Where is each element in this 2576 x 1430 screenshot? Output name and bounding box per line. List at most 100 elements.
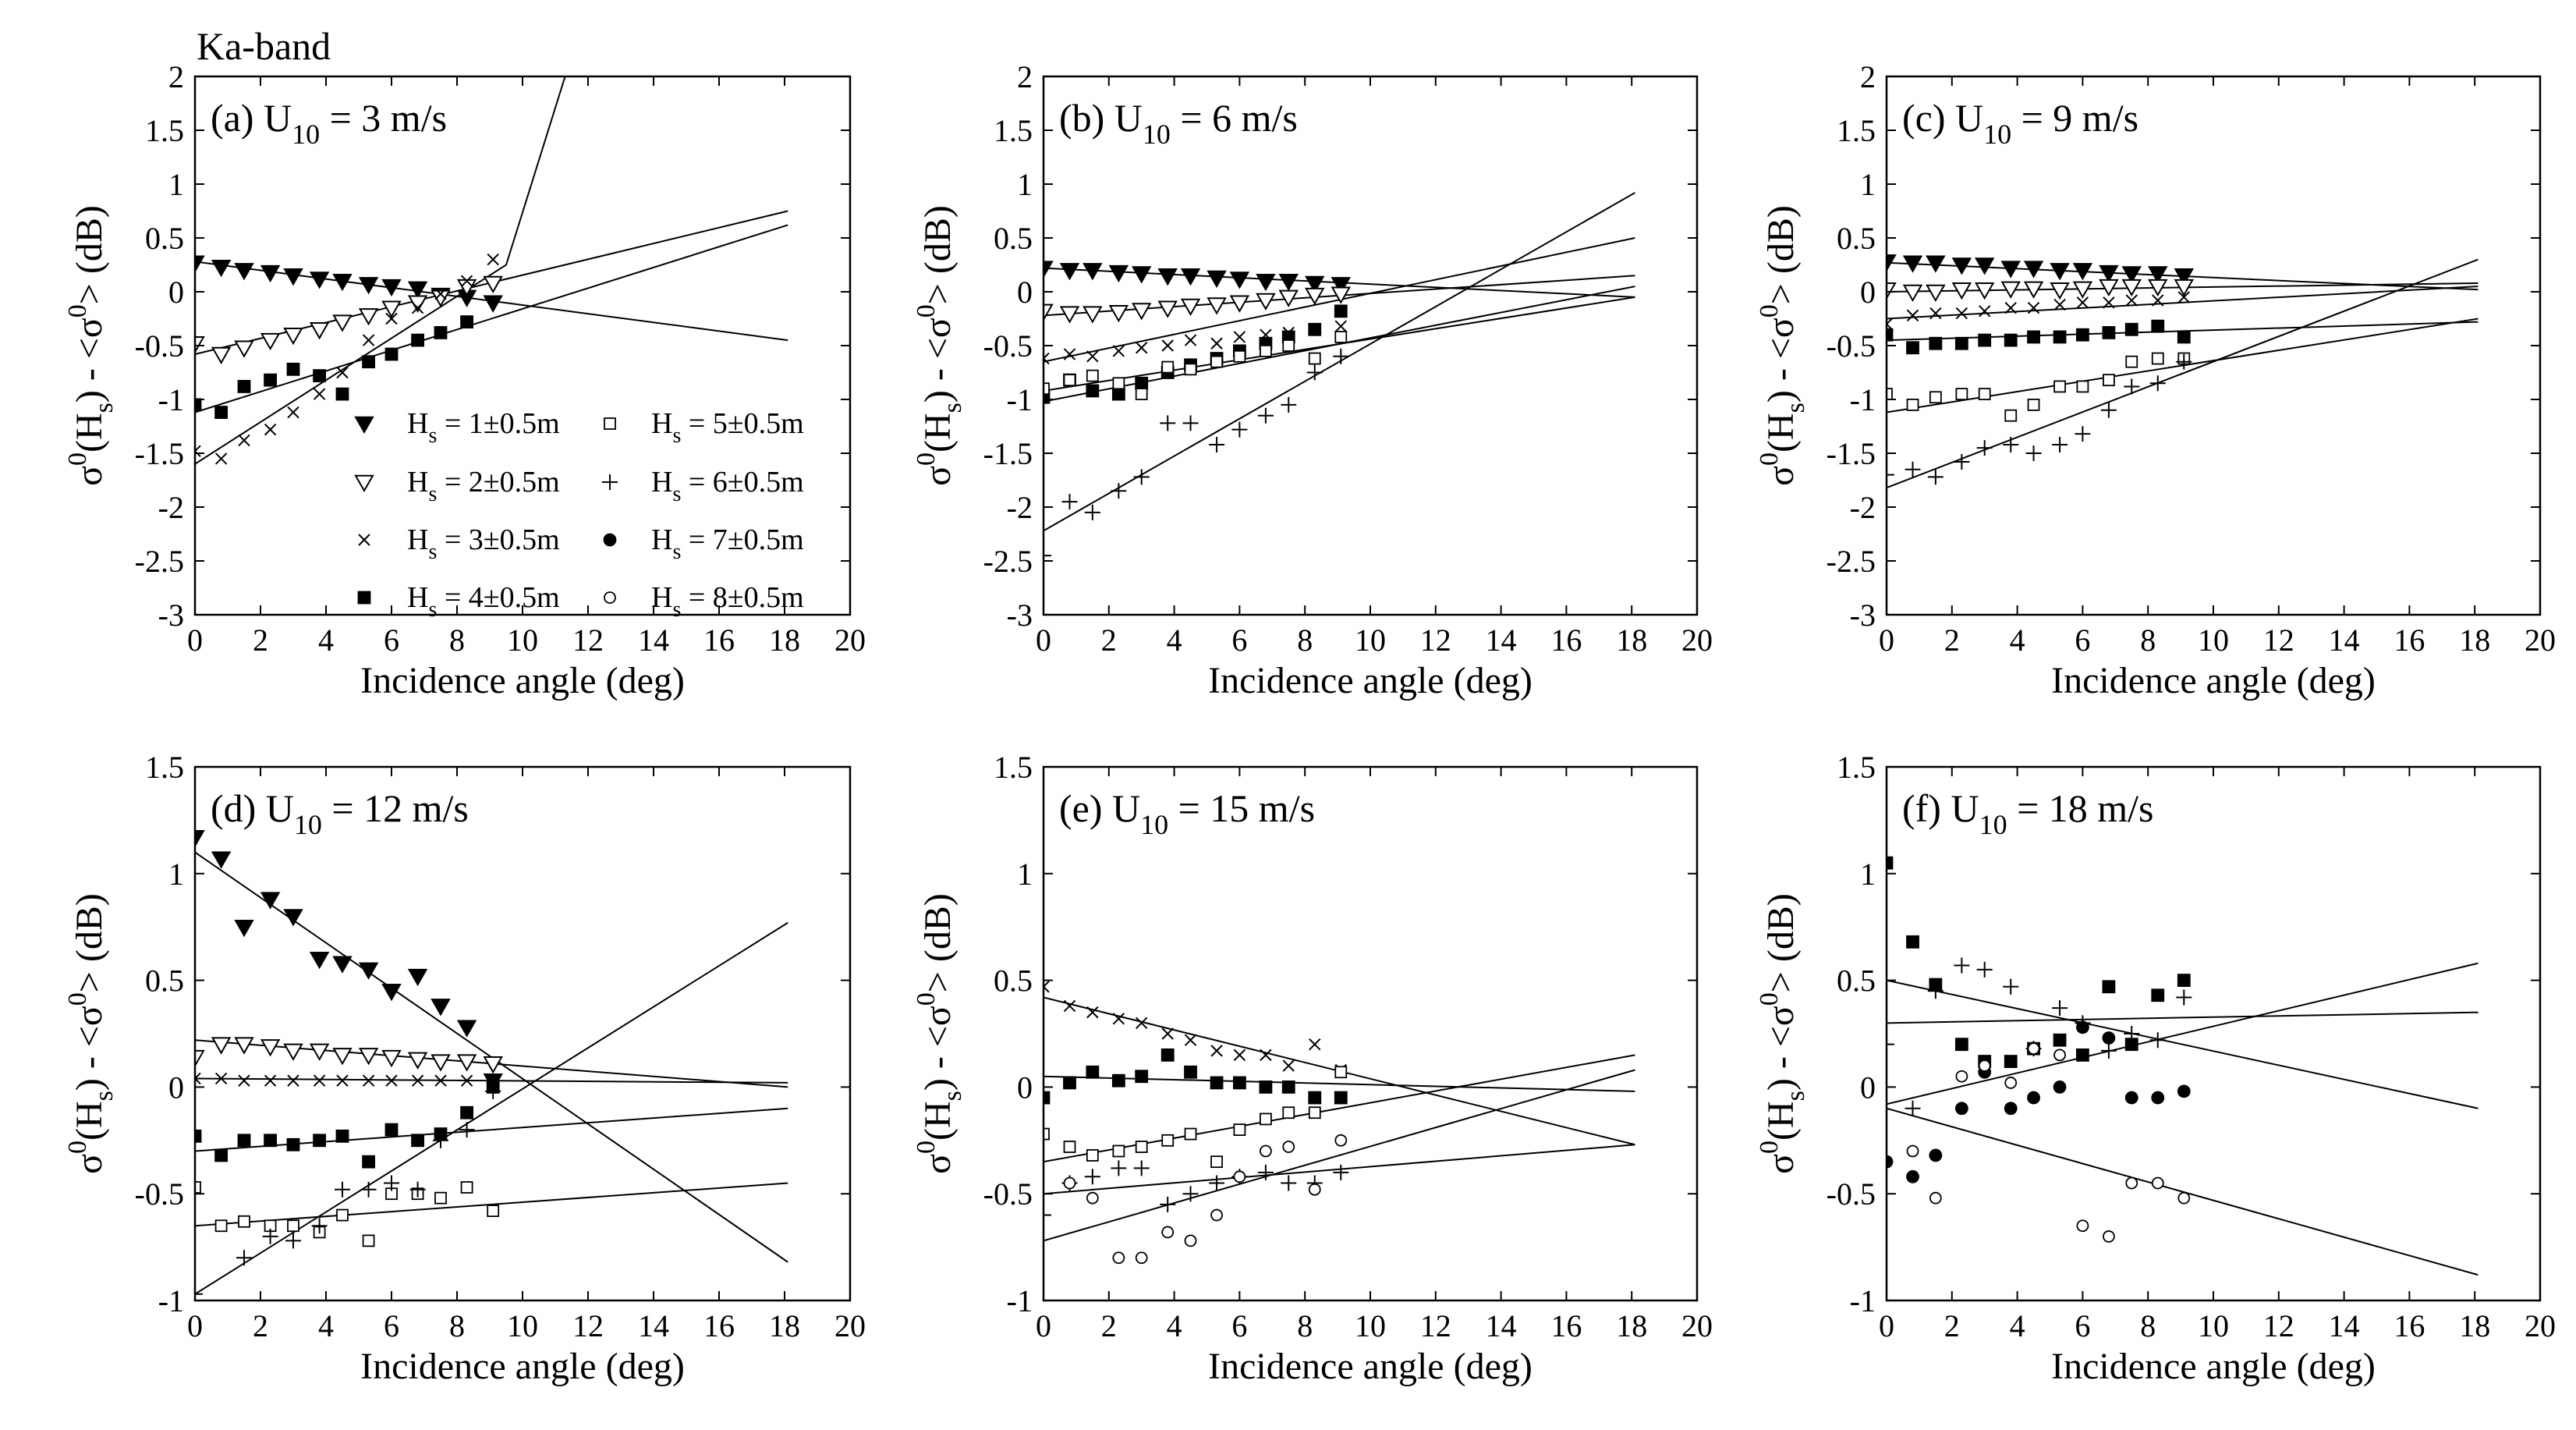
x-tick-label: 8 bbox=[1297, 1308, 1313, 1343]
data-point bbox=[1209, 436, 1225, 452]
data-point bbox=[234, 340, 254, 358]
data-point bbox=[2103, 374, 2115, 387]
data-point bbox=[1157, 300, 1178, 318]
data-point bbox=[332, 1048, 353, 1066]
y-tick-label: -2 bbox=[1007, 490, 1033, 525]
data-point bbox=[1084, 504, 1100, 520]
y-tick-label: 1 bbox=[168, 167, 184, 202]
data-point bbox=[1929, 1148, 1943, 1162]
data-point bbox=[2004, 1102, 2018, 1116]
data-point bbox=[1161, 1134, 1175, 1147]
data-point bbox=[1207, 270, 1227, 289]
data-point bbox=[1086, 384, 1100, 398]
data-point bbox=[1229, 295, 1250, 313]
data-point bbox=[1306, 364, 1323, 381]
data-point bbox=[2124, 378, 2140, 395]
x-tick-label: 16 bbox=[703, 1308, 735, 1343]
data-point bbox=[195, 1072, 201, 1085]
data-point bbox=[2053, 380, 2066, 393]
data-point bbox=[1257, 1164, 1274, 1180]
data-point bbox=[264, 1134, 278, 1148]
data-point bbox=[1112, 1013, 1125, 1025]
y-tick-label: -3 bbox=[1850, 598, 1876, 633]
data-point bbox=[1334, 1091, 1348, 1105]
data-point bbox=[2000, 281, 2021, 299]
data-point bbox=[214, 1148, 229, 1162]
data-point bbox=[1308, 352, 1321, 365]
y-tick-label: 0.5 bbox=[145, 221, 184, 256]
data-point bbox=[460, 1105, 473, 1120]
data-point bbox=[1955, 1070, 1968, 1083]
data-point bbox=[237, 380, 251, 393]
y-tick-label: 1 bbox=[1017, 857, 1033, 892]
data-point bbox=[411, 1074, 424, 1087]
data-point bbox=[1233, 350, 1246, 363]
data-point bbox=[195, 255, 205, 273]
x-tick-label: 18 bbox=[2459, 1308, 2490, 1343]
legend-entry: Hs = 5±0.5m bbox=[604, 407, 804, 448]
data-point bbox=[2076, 380, 2089, 393]
data-point bbox=[362, 1155, 376, 1169]
legend-label: Hs = 7±0.5m bbox=[651, 523, 804, 564]
data-point bbox=[195, 445, 201, 457]
data-point bbox=[1887, 282, 1897, 300]
data-point bbox=[2053, 1049, 2066, 1062]
data-point bbox=[311, 1218, 328, 1234]
data-point bbox=[2075, 1020, 2089, 1034]
data-point bbox=[1976, 440, 1993, 456]
x-tick-label: 18 bbox=[769, 1308, 800, 1343]
data-point bbox=[483, 1056, 503, 1074]
y-tick-label: -2 bbox=[1850, 490, 1876, 525]
data-point bbox=[2023, 281, 2044, 299]
y-tick-label: 0 bbox=[168, 275, 184, 310]
x-tick-label: 20 bbox=[834, 623, 866, 658]
data-point bbox=[283, 1043, 303, 1061]
data-point bbox=[1135, 376, 1149, 390]
x-tick-label: 16 bbox=[703, 623, 735, 658]
data-point bbox=[431, 1054, 451, 1072]
y-axis-label: σ0(Hs) - <σ0> (dB) bbox=[1755, 893, 1810, 1174]
data-point bbox=[1334, 304, 1348, 318]
y-tick-label: -1 bbox=[1007, 382, 1033, 417]
panel-title: (f) U10 = 18 m/s bbox=[1902, 786, 2154, 840]
data-point bbox=[1084, 1169, 1100, 1185]
data-point bbox=[409, 1181, 426, 1198]
data-point bbox=[195, 1181, 201, 1194]
data-point bbox=[195, 398, 202, 412]
legend-label: Hs = 6±0.5m bbox=[651, 466, 804, 506]
x-tick-label: 12 bbox=[2263, 623, 2294, 658]
data-point bbox=[1210, 1076, 1224, 1090]
x-tick-label: 2 bbox=[253, 1308, 268, 1343]
data-point bbox=[2072, 263, 2093, 281]
data-point bbox=[1160, 1196, 1176, 1212]
x-tick-label: 16 bbox=[1550, 1308, 1582, 1343]
data-point bbox=[1929, 336, 1943, 350]
y-tick-label: 2 bbox=[1017, 59, 1033, 94]
y-axis-label: σ0(Hs) - <σ0> (dB) bbox=[912, 205, 967, 486]
data-point bbox=[385, 312, 398, 325]
data-point bbox=[1161, 1027, 1174, 1040]
y-tick-label: -2 bbox=[158, 490, 184, 525]
x-tick-label: 0 bbox=[1036, 1308, 1051, 1343]
y-tick-label: 1 bbox=[1860, 857, 1876, 892]
fit-lines bbox=[195, 851, 788, 1295]
data-point bbox=[1180, 268, 1201, 286]
data-point bbox=[2149, 375, 2166, 392]
data-point bbox=[238, 434, 250, 447]
y-tick-label: -2.5 bbox=[983, 544, 1033, 579]
fit-line bbox=[1044, 1075, 1635, 1092]
data-point bbox=[286, 1137, 300, 1151]
data-point bbox=[283, 327, 303, 346]
data-point bbox=[407, 968, 428, 987]
legend-marker bbox=[357, 591, 371, 605]
data-point bbox=[2121, 266, 2142, 284]
y-tick-label: -0.5 bbox=[1827, 328, 1876, 364]
data-point bbox=[1135, 1017, 1148, 1030]
data-point bbox=[1906, 1144, 1919, 1158]
chart-panel: 0 2 4 6 8 10 12 14 16 18 20 -1 -0.5 0 0.5 1 1.5 Incidence… bbox=[1755, 750, 2556, 1387]
data-point bbox=[1926, 255, 1946, 273]
x-tick-label: 14 bbox=[638, 1308, 669, 1343]
x-tick-label: 8 bbox=[1297, 623, 1313, 658]
data-point bbox=[2023, 261, 2044, 279]
y-tick-label: 1 bbox=[168, 857, 184, 892]
